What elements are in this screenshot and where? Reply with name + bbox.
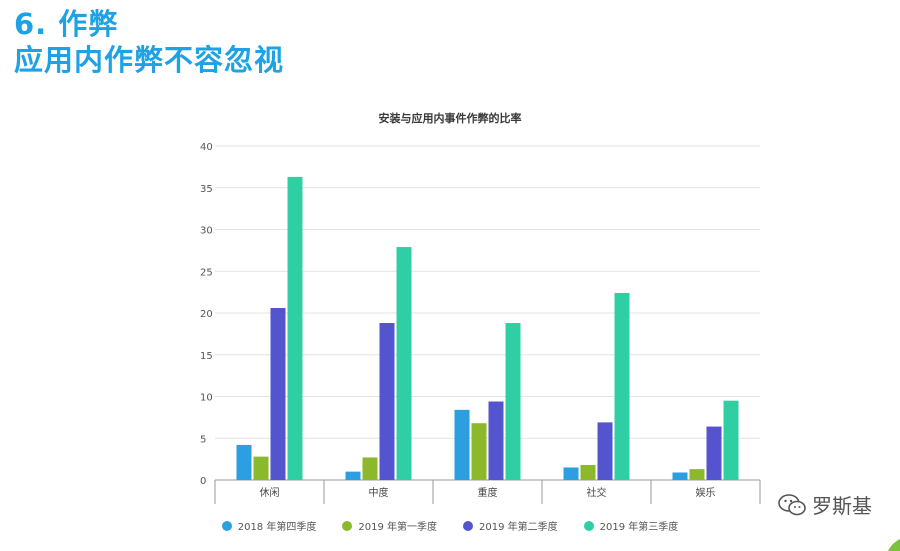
bar: [236, 444, 252, 480]
bar: [723, 400, 739, 480]
legend-swatch: [463, 520, 473, 531]
legend-item: 2019 年第三季度: [583, 518, 679, 533]
bar: [379, 323, 395, 480]
bar: [270, 307, 286, 480]
bar: [505, 323, 521, 480]
legend-label: 2019 年第一季度: [358, 522, 437, 533]
y-tick-label: 30: [200, 226, 213, 237]
bar: [253, 456, 269, 480]
bar: [488, 401, 504, 480]
bar: [362, 457, 378, 480]
y-tick-label: 5: [200, 434, 206, 445]
heading-line-2: 应用内作弊不容忽视: [14, 43, 285, 77]
bar: [471, 423, 487, 480]
y-tick-label: 20: [200, 309, 213, 320]
page-heading: 6. 作弊 应用内作弊不容忽视: [14, 6, 284, 78]
y-tick-label: 40: [200, 142, 213, 153]
legend-item: 2019 年第二季度: [463, 518, 558, 533]
legend-label: 2019 年第三季度: [599, 522, 679, 533]
legend-swatch: [583, 520, 594, 531]
bar: [287, 176, 303, 480]
y-tick-label: 0: [200, 476, 206, 487]
bar: [689, 469, 705, 480]
x-tick-label: 重度: [478, 486, 498, 499]
watermark-text: 罗斯基: [812, 494, 872, 518]
watermark: 罗斯基: [778, 490, 872, 519]
legend-item: 2019 年第一季度: [342, 518, 437, 533]
y-tick-label: 25: [200, 267, 213, 278]
bar: [580, 464, 596, 480]
bar: [706, 426, 722, 480]
bar: [597, 422, 613, 480]
legend-item: 2018 年第四季度: [221, 518, 317, 533]
legend-label: 2018 年第四季度: [237, 522, 317, 533]
x-tick-label: 休闲: [260, 486, 280, 499]
y-tick-label: 35: [200, 184, 213, 195]
x-tick-label: 娱乐: [696, 486, 716, 499]
x-tick-label: 社交: [587, 486, 607, 499]
bar: [614, 292, 630, 480]
heading-line-1: 6. 作弊: [14, 7, 119, 41]
corner-leaf-icon: [888, 539, 900, 551]
legend-swatch: [221, 520, 232, 531]
bar: [672, 472, 688, 480]
bar: [454, 409, 470, 480]
bar: [396, 247, 412, 480]
x-tick-label: 中度: [369, 486, 389, 499]
chart-legend: 2018 年第四季度 2019 年第一季度 2019 年第二季度 2019 年第三季度: [0, 518, 900, 533]
legend-swatch: [342, 520, 353, 531]
wechat-icon: [778, 493, 806, 515]
bar: [345, 471, 361, 480]
legend-label: 2019 年第二季度: [479, 522, 558, 533]
chart-title: 安装与应用内事件作弊的比率: [378, 112, 522, 125]
y-tick-label: 10: [200, 393, 213, 404]
bar: [563, 467, 579, 480]
y-tick-label: 15: [200, 351, 213, 362]
